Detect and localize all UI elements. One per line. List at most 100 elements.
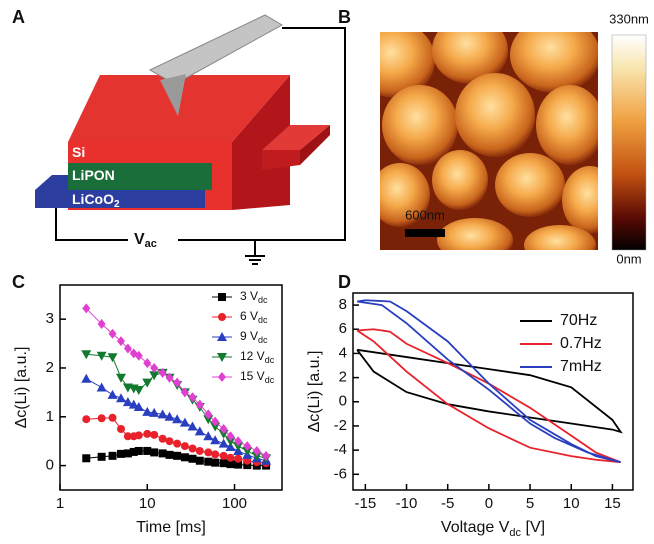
marker: [143, 429, 152, 438]
grain: [536, 85, 598, 165]
layer-label-text: LiPON: [72, 167, 115, 183]
marker: [219, 459, 228, 468]
x-axis-label-after: [V]: [521, 519, 545, 536]
marker: [188, 454, 197, 463]
schematic: Si LiPON LiCoO2 Vac: [35, 14, 346, 265]
legend-text: 9 V: [240, 329, 258, 343]
marker: [96, 382, 107, 392]
marker: [165, 450, 174, 459]
panel-label: B: [338, 7, 351, 27]
marker: [123, 432, 132, 441]
marker: [133, 385, 144, 395]
marker: [82, 454, 91, 463]
layer-label-text: LiCoO: [72, 191, 114, 207]
marker: [180, 442, 189, 451]
x-tick-label: -15: [355, 495, 377, 512]
series-line: [356, 299, 621, 464]
marker: [234, 460, 243, 469]
x-tick-label: 10: [563, 495, 580, 512]
marker: [180, 453, 189, 462]
legend-text: 12 V: [240, 349, 265, 363]
legend-sub: dc: [265, 375, 275, 385]
plot-frame: [59, 284, 283, 491]
marker: [157, 409, 168, 419]
grain: [432, 32, 508, 84]
colorbar: [611, 34, 647, 251]
y-axis-label: Δc(Li) [a.u.]: [13, 347, 30, 429]
marker: [133, 402, 144, 412]
lipon: [68, 163, 212, 190]
marker: [150, 362, 159, 373]
wire: [262, 27, 346, 241]
source-sub: ac: [145, 238, 157, 250]
legend-label: 9 Vdc: [240, 329, 268, 345]
marker: [134, 431, 143, 440]
marker: [210, 435, 221, 445]
layer-label-text: Si: [72, 144, 85, 160]
y-tick-label: -2: [334, 417, 347, 434]
tip: [160, 74, 186, 116]
marker: [188, 444, 197, 453]
marker: [149, 371, 160, 381]
legend-label: 12 Vdc: [240, 349, 275, 365]
marker: [234, 436, 243, 447]
marker: [115, 393, 126, 403]
grain: [380, 32, 435, 98]
legend-label: 7mHz: [560, 358, 602, 375]
panel-label: C: [12, 272, 25, 292]
y-tick-label: -4: [334, 441, 347, 458]
marker: [150, 448, 159, 457]
legend-sub: dc: [258, 315, 268, 325]
y-tick-label: 0: [46, 457, 54, 474]
grain: [380, 163, 430, 227]
marker: [128, 399, 139, 409]
panel-label: D: [338, 272, 351, 292]
layer-label-sub: 2: [114, 199, 120, 210]
si-ledge: [262, 150, 300, 170]
marker: [116, 424, 125, 433]
legend-sub: dc: [258, 335, 268, 345]
marker: [219, 451, 228, 460]
y-tick-label: 8: [339, 296, 347, 313]
marker: [173, 451, 182, 460]
marker: [195, 446, 204, 455]
wire: [55, 205, 128, 241]
colorbar-max: 330nm: [609, 11, 649, 26]
marker: [82, 303, 91, 314]
marker: [97, 319, 106, 330]
marker: [217, 332, 227, 341]
marker: [211, 416, 220, 427]
colorbar-min: 0nm: [616, 251, 641, 266]
legend-label: 15 Vdc: [240, 369, 275, 385]
x-axis-label-text: Voltage V: [441, 519, 510, 536]
marker: [158, 367, 167, 378]
marker: [143, 446, 152, 455]
marker: [233, 442, 244, 452]
grains: [380, 32, 598, 250]
si-ledge: [262, 125, 330, 150]
marker: [129, 447, 138, 456]
marker: [165, 372, 174, 383]
legend-label: 70Hz: [560, 312, 597, 329]
marker: [123, 343, 132, 354]
marker: [164, 411, 175, 421]
x-axis-label: Voltage Vdc [V]: [441, 519, 545, 539]
marker: [243, 461, 252, 470]
marker: [142, 406, 153, 416]
marker: [150, 430, 159, 439]
marker: [149, 407, 160, 417]
legend-text: 6 V: [240, 309, 258, 323]
x-tick-label: 5: [526, 495, 534, 512]
source-text: V: [134, 231, 145, 248]
legend-text: 3 V: [240, 289, 258, 303]
legend-sub: dc: [258, 295, 268, 305]
marker: [188, 392, 197, 403]
legend-label: 6 Vdc: [240, 309, 268, 325]
x-tick-label: -5: [441, 495, 454, 512]
marker: [187, 421, 198, 431]
marker: [96, 351, 107, 361]
marker: [242, 446, 253, 456]
marker: [251, 451, 262, 461]
marker: [97, 414, 106, 423]
